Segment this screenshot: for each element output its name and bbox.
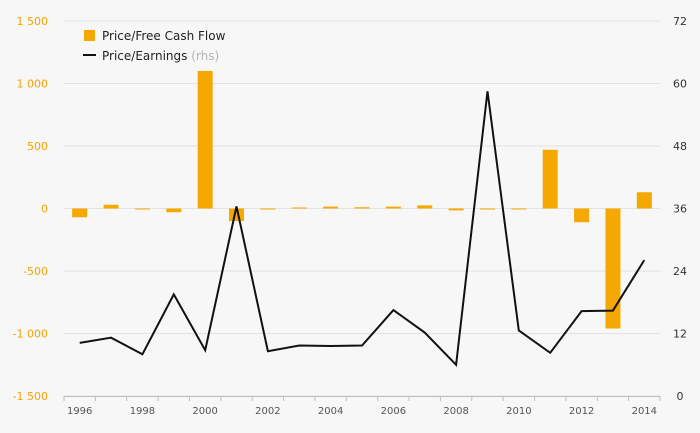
bar xyxy=(385,206,401,209)
y-right-tick-label: 60 xyxy=(673,78,687,91)
bar xyxy=(291,207,307,209)
y-left-tick-label: 1 500 xyxy=(17,15,49,28)
x-tick-label: 2000 xyxy=(192,406,217,417)
x-tick-label: 2008 xyxy=(443,406,468,417)
y-right-tick-label: 24 xyxy=(673,265,687,278)
x-tick-label: 1998 xyxy=(130,406,155,417)
y-right-tick-label: 72 xyxy=(673,15,687,28)
legend-label-price-free-cash-flow: Price/Free Cash Flow xyxy=(102,29,226,43)
x-tick-label: 2010 xyxy=(506,406,531,417)
bar xyxy=(260,208,276,210)
y-left-tick-label: -500 xyxy=(23,265,48,278)
bar xyxy=(103,204,119,209)
bar xyxy=(354,207,370,209)
y-left-tick-label: 0 xyxy=(41,203,48,216)
bar xyxy=(636,192,652,209)
bar-series-price-free-cash-flow xyxy=(72,71,652,329)
axes: -1 500 -1 000 -500 0 500 1 000 1 500 0 12 24 36 48 6… xyxy=(13,15,687,417)
y-left-tick-label: -1 500 xyxy=(13,390,48,403)
legend-label-rhs: (rhs) xyxy=(191,49,219,63)
bar xyxy=(197,71,213,209)
bar xyxy=(166,208,182,213)
bar xyxy=(574,208,590,223)
bar xyxy=(605,208,621,329)
bar xyxy=(511,208,527,210)
y-left-tick-label: 1 000 xyxy=(17,78,49,91)
bar xyxy=(134,208,150,210)
y-right-tick-label: 36 xyxy=(673,203,687,216)
x-tick-label: 2012 xyxy=(569,406,594,417)
y-right-tick-label: 0 xyxy=(677,390,684,403)
bar xyxy=(448,208,464,211)
bar xyxy=(229,208,245,221)
legend: Price/Free Cash Flow Price/Earnings (rhs… xyxy=(83,29,226,63)
y-left-tick-label: -1 000 xyxy=(13,328,48,341)
legend-swatch-price-free-cash-flow xyxy=(84,30,95,41)
x-tick-label: 2006 xyxy=(381,406,406,417)
bar xyxy=(72,208,88,218)
y-right-tick-label: 12 xyxy=(673,328,687,341)
gridlines xyxy=(64,20,660,397)
x-tick-label: 2004 xyxy=(318,406,343,417)
x-tick-label: 2002 xyxy=(255,406,280,417)
series-line xyxy=(79,91,646,368)
x-tick-label: 2014 xyxy=(632,406,657,417)
bar xyxy=(323,206,339,209)
legend-label-price-earnings-group: Price/Earnings (rhs) xyxy=(102,49,219,63)
x-tick-label: 1996 xyxy=(67,406,92,417)
bar xyxy=(417,205,433,209)
bar xyxy=(542,149,558,209)
bar xyxy=(479,208,495,210)
y-left-tick-label: 500 xyxy=(27,140,48,153)
line-series-price-earnings xyxy=(79,91,646,368)
legend-label-price-earnings: Price/Earnings xyxy=(102,49,187,63)
y-right-tick-label: 48 xyxy=(673,140,687,153)
